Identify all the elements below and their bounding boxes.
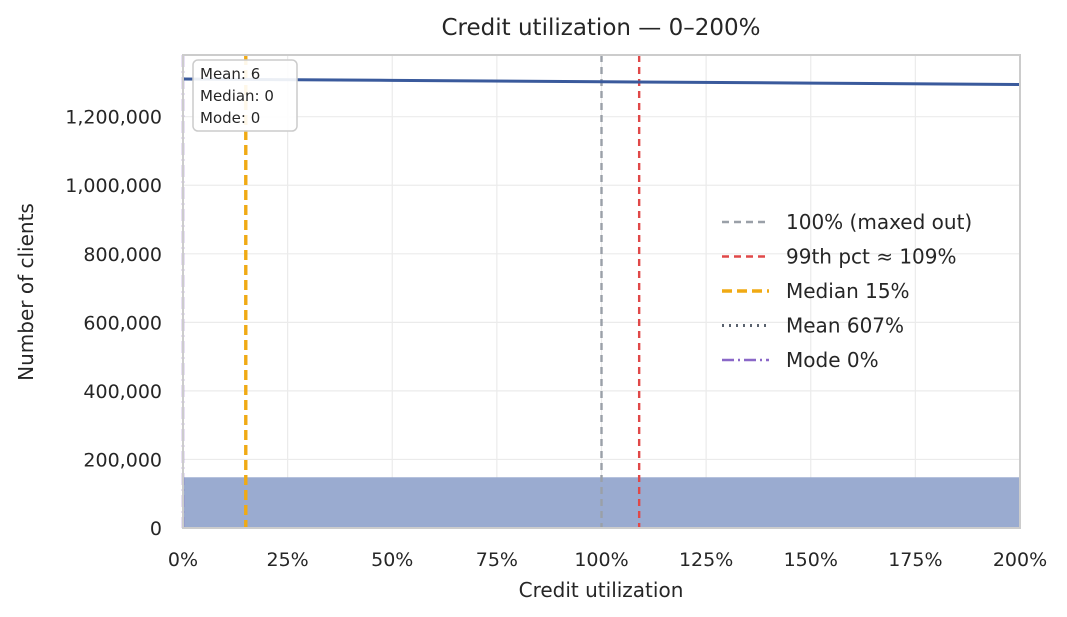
x-tick-label: 125% <box>679 549 733 571</box>
x-tick-label: 175% <box>888 549 942 571</box>
chart-title: Credit utilization — 0–200% <box>442 15 761 41</box>
y-tick-label: 1,000,000 <box>65 175 162 197</box>
x-tick-label: 100% <box>574 549 628 571</box>
y-tick-label: 400,000 <box>83 381 162 403</box>
y-axis-title: Number of clients <box>14 203 38 381</box>
legend-label-0: 100% (maxed out) <box>786 210 972 234</box>
stats-mean: Mean: 6 <box>200 65 260 83</box>
x-tick-label: 200% <box>993 549 1047 571</box>
y-tick-label: 0 <box>150 518 162 540</box>
x-tick-label: 0% <box>168 549 198 571</box>
x-tick-label: 50% <box>371 549 413 571</box>
y-tick-label: 1,200,000 <box>65 107 162 129</box>
legend-label-2: Median 15% <box>786 279 910 303</box>
y-axis-ticks: 0 200,000 400,000 600,000 800,000 1,000,000 1,… <box>65 107 162 540</box>
x-tick-label: 25% <box>267 549 309 571</box>
x-axis-ticks: 0% 25% 50% 75% 100% 125% 150% 175% 200% <box>168 549 1047 571</box>
kde-curve <box>182 77 1021 86</box>
y-tick-label: 800,000 <box>83 244 162 266</box>
stats-median: Median: 0 <box>200 87 274 105</box>
legend-label-4: Mode 0% <box>786 348 879 372</box>
stats-mode: Mode: 0 <box>200 109 260 127</box>
y-tick-label: 200,000 <box>83 449 162 471</box>
x-tick-label: 75% <box>476 549 518 571</box>
legend: 100% (maxed out) 99th pct ≈ 109% Median 15… <box>722 210 972 372</box>
stats-box-frame <box>192 59 298 132</box>
legend-label-1: 99th pct ≈ 109% <box>786 245 957 269</box>
y-tick-label: 600,000 <box>83 312 162 334</box>
stats-box: Mean: 6 Median: 0 Mode: 0 <box>192 59 298 132</box>
kde-line <box>182 77 1021 86</box>
x-axis-title: Credit utilization <box>519 578 684 602</box>
legend-label-3: Mean 607% <box>786 314 904 338</box>
plot-frame <box>182 54 1021 529</box>
x-tick-label: 150% <box>784 549 838 571</box>
